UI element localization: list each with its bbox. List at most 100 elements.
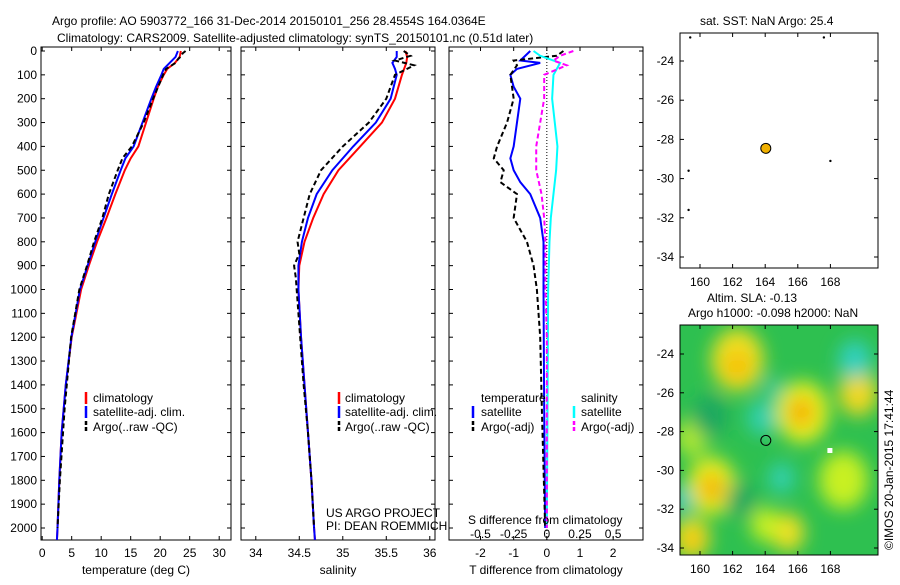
y-tick-label: 400 xyxy=(17,139,37,153)
s-tick-label: 0 xyxy=(543,527,550,541)
x-tick-label: 2 xyxy=(610,546,617,560)
x-tick-label: 1 xyxy=(577,546,584,560)
x-tick-label: 34.5 xyxy=(288,546,312,560)
x-axis-label: T difference from climatology xyxy=(469,563,623,577)
y-tick-label: -30 xyxy=(657,463,675,477)
s-tick-label: -0.5 xyxy=(470,527,491,541)
heatmap-features xyxy=(680,328,878,555)
x-tick-label: 166 xyxy=(788,275,808,289)
figure-title-line1: Argo profile: AO 5903772_166 31-Dec-2014… xyxy=(52,14,486,28)
salinity-panel: 34 34.5 35 35.5 36 salinity xyxy=(240,46,437,577)
axes-frame xyxy=(40,46,232,541)
y-tick-label: -30 xyxy=(657,172,675,186)
temperature-legend: climatology satellite-adj. clim. Argo(..… xyxy=(84,391,185,434)
y-tick-label: 700 xyxy=(17,211,37,225)
series-line-t-argo-adj- xyxy=(492,50,564,529)
heatmap-cell xyxy=(838,369,878,417)
s-tick-label: -0.25 xyxy=(500,527,528,541)
y-tick-label: 100 xyxy=(17,68,37,82)
x-tick-label: 30 xyxy=(213,546,227,560)
x-tick-label: 5 xyxy=(68,546,75,560)
series-line-s-argo-adj- xyxy=(535,50,574,528)
legend-label: Argo(..raw -QC) xyxy=(93,420,178,434)
x-tick-label: 168 xyxy=(820,275,840,289)
x-tick-label: 164 xyxy=(755,275,775,289)
x-tick-label: 162 xyxy=(723,275,743,289)
x-tick-label: -2 xyxy=(475,546,486,560)
coast-dot xyxy=(829,159,832,163)
series-line-climatology xyxy=(297,50,409,540)
x-tick-label: 34 xyxy=(249,546,263,560)
heatmap-cell xyxy=(788,396,815,428)
coast-dot xyxy=(822,36,826,39)
heatmap-cell xyxy=(680,487,692,512)
axes-frame xyxy=(679,32,879,269)
series-line-s-satellite xyxy=(532,50,562,529)
profile-location-marker xyxy=(760,142,772,154)
coast-dot xyxy=(687,208,690,212)
y-tick-label: -28 xyxy=(657,425,675,439)
coast-dot xyxy=(687,169,690,172)
y-tick-label: 1200 xyxy=(10,330,37,344)
profile-location-marker xyxy=(760,434,772,446)
sla-map-title-line1: Altim. SLA: -0.13 xyxy=(707,291,797,305)
y-tick-label: 2000 xyxy=(10,521,37,535)
y-tick-label: 1500 xyxy=(10,402,37,416)
x-tick-label: 160 xyxy=(690,562,710,576)
project-annotation: US ARGO PROJECT xyxy=(326,506,441,520)
series-line-climatology xyxy=(55,50,182,540)
y-tick-label: -26 xyxy=(657,93,675,107)
series-group xyxy=(492,47,574,540)
temperature-panel: 0100200300400500600700800900100011001200… xyxy=(10,44,232,577)
y-tick-label: 900 xyxy=(17,259,37,273)
y-tick-label: 600 xyxy=(17,187,37,201)
legend-label: satellite xyxy=(481,405,522,419)
y-tick-label: 1700 xyxy=(10,449,37,463)
x-tick-label: 20 xyxy=(154,546,168,560)
heatmap-cell xyxy=(818,451,868,510)
x-tick-label: 15 xyxy=(124,546,138,560)
sst-map-title: sat. SST: NaN Argo: 25.4 xyxy=(700,14,834,28)
x-tick-label: 10 xyxy=(95,546,109,560)
y-tick-label: -34 xyxy=(657,250,675,264)
y-tick-label: 0 xyxy=(30,44,37,58)
y-tick-label: -28 xyxy=(657,132,675,146)
copyright-label: ©IMOS 20-Jan-2015 17:41:44 xyxy=(882,389,896,550)
x-tick-label: 166 xyxy=(788,562,808,576)
legend-label: satellite-adj. clim. xyxy=(345,405,437,419)
x-tick-label: 35.5 xyxy=(375,546,399,560)
y-tick-label: -24 xyxy=(657,347,675,361)
legend-title-temperature: temperature xyxy=(481,391,546,405)
series-line-argo-raw-qc- xyxy=(293,50,417,529)
s-tick-label: 0.25 xyxy=(568,527,592,541)
heatmap-cell xyxy=(685,530,702,550)
x-tick-label: 0 xyxy=(39,546,46,560)
figure-title-line2: Climatology: CARS2009. Satellite-adjuste… xyxy=(57,31,533,45)
x-tick-label: 168 xyxy=(820,562,840,576)
y-tick-label: -26 xyxy=(657,386,675,400)
x-axis-label: temperature (deg C) xyxy=(82,563,190,577)
y-tick-label: 1600 xyxy=(10,426,37,440)
pi-annotation: PI: DEAN ROEMMICH xyxy=(326,519,447,533)
x-tick-label: -1 xyxy=(508,546,519,560)
series-line-satellite-adj-clim- xyxy=(55,50,179,540)
y-tick-label: 1800 xyxy=(10,473,37,487)
heatmap-cell xyxy=(747,400,777,436)
sla-heatmap xyxy=(680,325,878,555)
legend-label: climatology xyxy=(93,391,153,405)
sla-map-panel: 160 162 164 166 168 -24 -26 -28 -30 -32 -34 xyxy=(657,324,879,576)
legend-label: satellite-adj. clim. xyxy=(93,405,185,419)
heatmap-cell xyxy=(724,350,751,382)
legend-label: Argo(..raw -QC) xyxy=(345,420,430,434)
coast-dot xyxy=(689,36,692,39)
series-group xyxy=(293,50,417,540)
sst-map-panel: 160 162 164 166 168 -24 -26 -28 -30 -32 -34 xyxy=(657,32,879,289)
x-tick-label: 164 xyxy=(755,562,775,576)
y-tick-label: 1300 xyxy=(10,354,37,368)
legend-label: climatology xyxy=(345,391,405,405)
x-tick-label: 0 xyxy=(543,546,550,560)
axes-frame xyxy=(240,46,436,541)
y-tick-label: 500 xyxy=(17,163,37,177)
x-tick-label: 160 xyxy=(690,275,710,289)
